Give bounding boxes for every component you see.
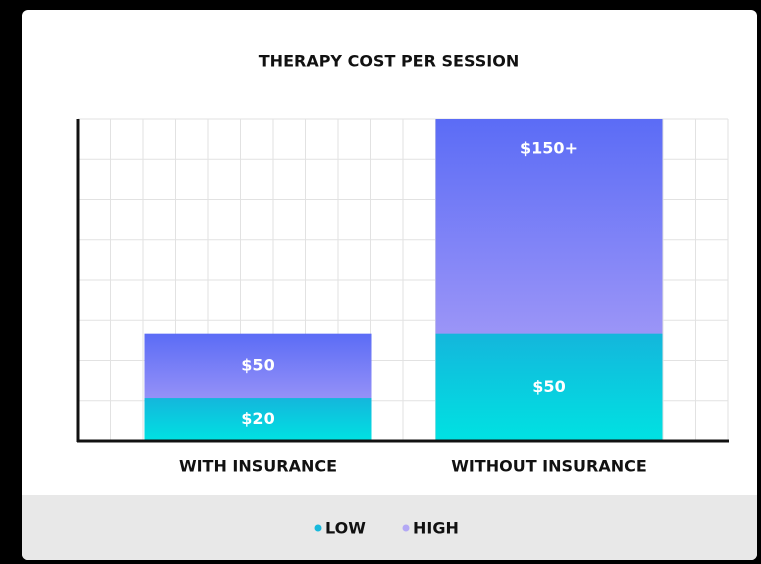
value-label: $150+ xyxy=(520,139,578,158)
chart-title: THERAPY COST PER SESSION xyxy=(259,52,519,71)
legend: LOW HIGH xyxy=(314,519,459,538)
bar xyxy=(144,398,372,441)
value-label: $50 xyxy=(241,355,274,374)
legend-band xyxy=(22,495,757,560)
legend-marker xyxy=(314,524,322,532)
value-label: $20 xyxy=(241,409,274,428)
legend-marker xyxy=(402,524,410,532)
bars: $20 $50 $50 $150+ xyxy=(144,119,663,441)
value-label: $50 xyxy=(532,377,565,396)
x-tick-label: WITHOUT INSURANCE xyxy=(451,457,647,476)
x-tick-label: WITH INSURANCE xyxy=(179,457,337,476)
legend-label: HIGH xyxy=(413,519,459,538)
bar xyxy=(435,333,663,441)
legend-label: LOW xyxy=(325,519,366,538)
